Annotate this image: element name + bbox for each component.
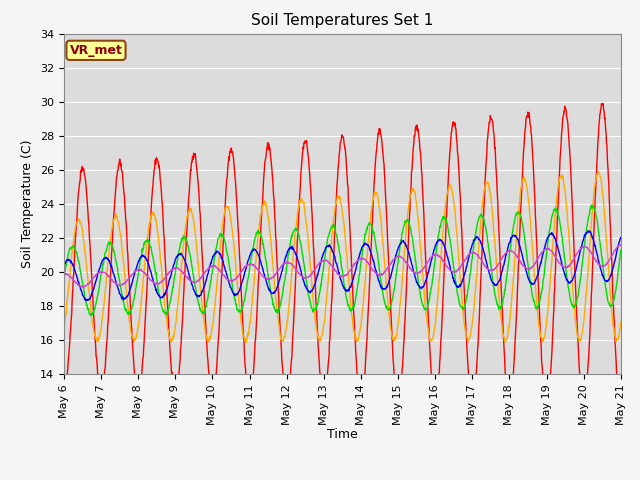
Tsoil -32cm	[617, 242, 625, 248]
Tsoil -8cm	[246, 258, 254, 264]
Line: Tsoil -2cm: Tsoil -2cm	[64, 103, 621, 409]
Tsoil -2cm	[617, 404, 625, 409]
Tsoil -2cm	[60, 385, 68, 391]
Y-axis label: Soil Temperature (C): Soil Temperature (C)	[22, 140, 35, 268]
Tsoil -2cm	[429, 389, 436, 395]
Tsoil -32cm	[502, 250, 509, 256]
Tsoil -32cm	[246, 261, 254, 267]
Tsoil -4cm	[170, 330, 178, 336]
Line: Tsoil -8cm: Tsoil -8cm	[64, 205, 621, 315]
Line: Tsoil -32cm: Tsoil -32cm	[64, 245, 621, 287]
Tsoil -4cm	[429, 335, 436, 341]
Tsoil -8cm	[502, 281, 509, 287]
Legend: Tsoil -2cm, Tsoil -4cm, Tsoil -8cm, Tsoil -16cm, Tsoil -32cm: Tsoil -2cm, Tsoil -4cm, Tsoil -8cm, Tsoi…	[93, 475, 592, 480]
Tsoil -16cm	[60, 263, 68, 268]
Tsoil -16cm	[246, 251, 254, 257]
Tsoil -4cm	[595, 168, 602, 174]
Title: Soil Temperatures Set 1: Soil Temperatures Set 1	[252, 13, 433, 28]
Line: Tsoil -4cm: Tsoil -4cm	[64, 171, 621, 343]
Tsoil -4cm	[617, 319, 625, 325]
Tsoil -2cm	[599, 100, 607, 106]
Tsoil -8cm	[429, 272, 437, 278]
Tsoil -16cm	[429, 251, 437, 256]
Tsoil -8cm	[588, 202, 596, 208]
Tsoil -16cm	[502, 252, 509, 257]
Tsoil -16cm	[551, 235, 559, 241]
Tsoil -4cm	[60, 324, 68, 330]
Tsoil -4cm	[246, 321, 254, 326]
Tsoil -32cm	[184, 276, 192, 282]
Tsoil -4cm	[184, 211, 191, 216]
Text: VR_met: VR_met	[70, 44, 122, 57]
X-axis label: Time: Time	[327, 428, 358, 441]
Tsoil -32cm	[551, 253, 559, 259]
Tsoil -4cm	[502, 340, 509, 346]
Tsoil -32cm	[429, 252, 437, 258]
Line: Tsoil -16cm: Tsoil -16cm	[64, 231, 621, 300]
Tsoil -32cm	[60, 271, 68, 276]
Tsoil -4cm	[502, 337, 509, 343]
Tsoil -8cm	[87, 312, 95, 318]
Tsoil -32cm	[616, 242, 624, 248]
Tsoil -2cm	[246, 392, 254, 398]
Tsoil -8cm	[60, 275, 68, 281]
Tsoil -2cm	[502, 373, 509, 379]
Tsoil -4cm	[551, 213, 559, 218]
Tsoil -16cm	[184, 269, 192, 275]
Tsoil -2cm	[551, 288, 559, 293]
Tsoil -16cm	[82, 298, 90, 303]
Tsoil -8cm	[551, 206, 559, 212]
Tsoil -2cm	[170, 389, 178, 395]
Tsoil -2cm	[184, 212, 191, 217]
Tsoil -32cm	[80, 284, 88, 290]
Tsoil -2cm	[616, 407, 624, 412]
Tsoil -16cm	[585, 228, 593, 234]
Tsoil -32cm	[171, 265, 179, 271]
Tsoil -16cm	[617, 235, 625, 240]
Tsoil -8cm	[171, 273, 179, 278]
Tsoil -16cm	[171, 260, 179, 265]
Tsoil -8cm	[184, 243, 192, 249]
Tsoil -8cm	[617, 247, 625, 253]
